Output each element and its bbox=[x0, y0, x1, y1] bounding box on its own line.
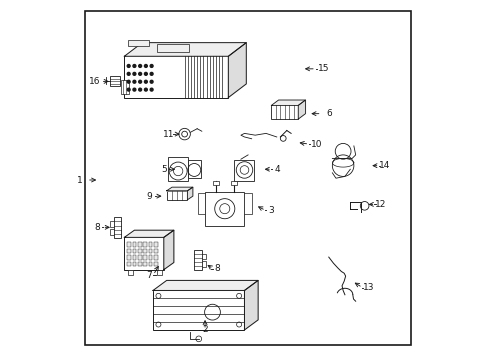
Bar bbox=[148, 249, 152, 253]
Polygon shape bbox=[244, 280, 258, 330]
Bar bbox=[138, 255, 142, 260]
Bar bbox=[154, 262, 158, 266]
Circle shape bbox=[150, 64, 153, 67]
Bar bbox=[128, 40, 149, 46]
Bar bbox=[138, 249, 142, 253]
Text: 8: 8 bbox=[214, 265, 220, 274]
Circle shape bbox=[127, 72, 130, 75]
Polygon shape bbox=[124, 230, 174, 237]
Circle shape bbox=[133, 88, 136, 91]
Bar bbox=[230, 181, 236, 185]
Bar bbox=[154, 242, 158, 247]
Bar bbox=[124, 237, 163, 270]
Bar bbox=[244, 193, 251, 214]
Bar bbox=[154, 255, 158, 260]
Bar bbox=[166, 191, 187, 200]
Circle shape bbox=[133, 64, 136, 67]
Circle shape bbox=[133, 72, 136, 75]
Bar bbox=[132, 255, 136, 260]
Circle shape bbox=[150, 88, 153, 91]
Text: 12: 12 bbox=[374, 200, 386, 209]
Circle shape bbox=[139, 72, 142, 75]
Bar bbox=[202, 261, 206, 267]
Bar bbox=[148, 242, 152, 247]
Bar bbox=[127, 249, 131, 253]
Bar bbox=[132, 242, 136, 247]
Circle shape bbox=[127, 80, 130, 83]
Bar bbox=[168, 157, 187, 181]
Bar bbox=[138, 262, 142, 266]
Text: 4: 4 bbox=[274, 165, 280, 174]
Bar bbox=[271, 105, 298, 119]
Polygon shape bbox=[187, 187, 192, 200]
Bar bbox=[132, 262, 136, 266]
Bar bbox=[153, 291, 244, 330]
Polygon shape bbox=[163, 230, 174, 270]
Bar bbox=[188, 160, 201, 178]
Bar bbox=[156, 270, 162, 275]
Text: 11: 11 bbox=[163, 130, 174, 139]
Text: 14: 14 bbox=[379, 161, 390, 170]
Text: 9: 9 bbox=[146, 192, 152, 201]
Bar bbox=[148, 262, 152, 266]
Circle shape bbox=[144, 80, 147, 83]
Bar bbox=[110, 221, 114, 226]
Bar bbox=[124, 56, 228, 98]
Bar bbox=[127, 242, 131, 247]
Bar bbox=[127, 255, 131, 260]
Text: 8: 8 bbox=[94, 223, 100, 232]
Text: 7: 7 bbox=[146, 270, 152, 279]
Circle shape bbox=[144, 88, 147, 91]
Bar bbox=[143, 255, 147, 260]
Text: 15: 15 bbox=[317, 64, 328, 73]
Text: 16: 16 bbox=[89, 77, 100, 86]
Bar bbox=[128, 270, 133, 275]
Bar bbox=[114, 217, 121, 238]
Bar bbox=[138, 242, 142, 247]
Bar bbox=[132, 249, 136, 253]
Text: 13: 13 bbox=[362, 283, 373, 292]
Circle shape bbox=[139, 64, 142, 67]
Bar bbox=[148, 255, 152, 260]
Polygon shape bbox=[153, 280, 258, 291]
Circle shape bbox=[127, 88, 130, 91]
Polygon shape bbox=[166, 187, 192, 191]
Circle shape bbox=[127, 64, 130, 67]
Polygon shape bbox=[298, 100, 305, 119]
Bar bbox=[110, 76, 120, 86]
Bar bbox=[143, 242, 147, 247]
Polygon shape bbox=[124, 42, 246, 56]
Bar bbox=[202, 253, 206, 259]
Bar bbox=[212, 181, 218, 185]
Bar bbox=[143, 249, 147, 253]
Bar bbox=[143, 262, 147, 266]
Bar bbox=[194, 249, 202, 270]
Circle shape bbox=[144, 64, 147, 67]
Bar bbox=[121, 80, 128, 94]
Bar bbox=[198, 193, 204, 214]
Polygon shape bbox=[228, 42, 246, 98]
Circle shape bbox=[144, 72, 147, 75]
Bar bbox=[204, 192, 244, 226]
Bar bbox=[127, 262, 131, 266]
Text: 1: 1 bbox=[77, 176, 83, 185]
Text: 3: 3 bbox=[268, 206, 274, 215]
Circle shape bbox=[139, 80, 142, 83]
Bar bbox=[156, 44, 188, 52]
Text: 5: 5 bbox=[161, 165, 166, 174]
Text: 6: 6 bbox=[325, 109, 331, 118]
Circle shape bbox=[139, 88, 142, 91]
Circle shape bbox=[150, 72, 153, 75]
Text: 2: 2 bbox=[202, 325, 207, 334]
Circle shape bbox=[133, 80, 136, 83]
Bar bbox=[154, 249, 158, 253]
Text: 10: 10 bbox=[310, 140, 321, 149]
Polygon shape bbox=[271, 100, 305, 105]
Bar bbox=[234, 160, 254, 181]
Bar bbox=[110, 229, 114, 234]
Circle shape bbox=[150, 80, 153, 83]
